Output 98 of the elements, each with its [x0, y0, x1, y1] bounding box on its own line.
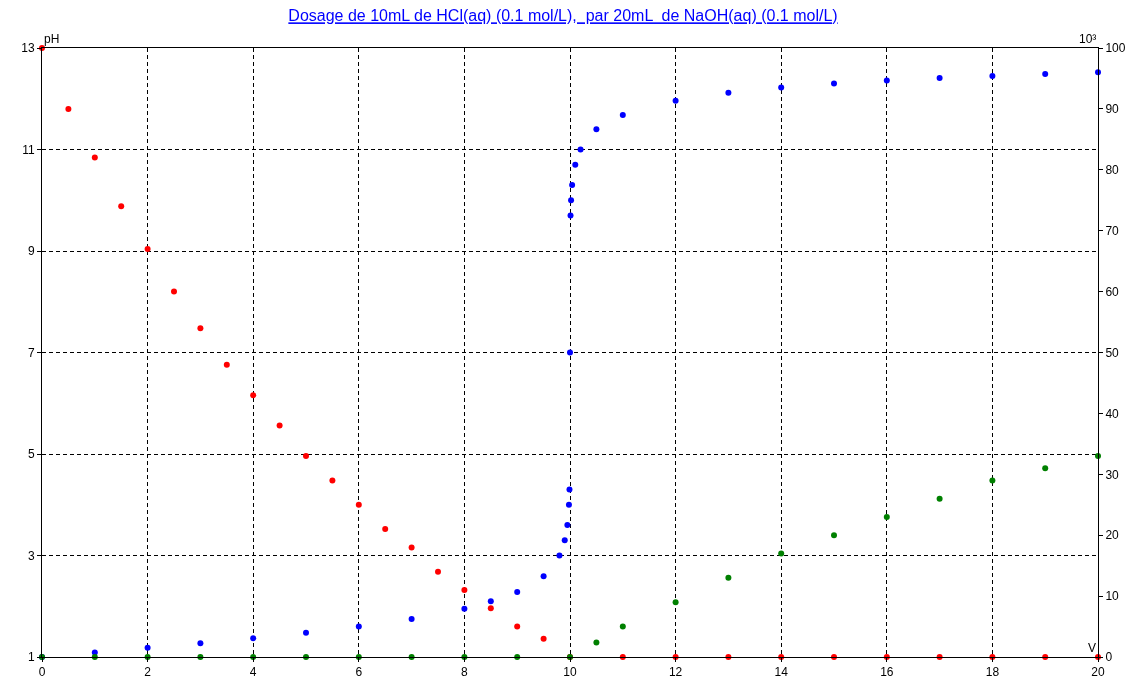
y2-tick-label: 80 — [1105, 163, 1120, 177]
point — [672, 599, 679, 606]
point — [593, 639, 600, 646]
point — [171, 288, 177, 295]
y-tick-label: 7 — [27, 345, 35, 360]
point — [144, 245, 151, 252]
point — [382, 526, 389, 533]
y-tick-label: 3 — [27, 548, 35, 563]
y-tick-label: 13 — [21, 41, 35, 56]
point — [276, 422, 283, 429]
point — [250, 635, 257, 642]
point — [883, 513, 890, 520]
point — [197, 640, 204, 647]
point — [831, 80, 837, 87]
y2-axis-title: 10³ — [1079, 32, 1097, 46]
point — [569, 182, 576, 189]
x-tick-label: 2 — [144, 665, 152, 677]
y2-tick-label: 10 — [1105, 589, 1120, 604]
point — [487, 605, 494, 612]
x-tick-label: 14 — [774, 665, 789, 677]
point — [572, 161, 579, 168]
point — [91, 154, 98, 161]
y2-tick-label: 90 — [1105, 102, 1120, 117]
point — [883, 77, 890, 84]
point — [118, 203, 125, 210]
x-tick-label: 8 — [461, 665, 469, 677]
x-tick-label: 20 — [1091, 665, 1105, 677]
y-axis-title: pH — [44, 32, 60, 46]
point — [540, 635, 547, 642]
point — [567, 349, 573, 356]
x-tick-label: 12 — [668, 665, 683, 677]
x-tick-label: 18 — [985, 665, 1000, 677]
point — [514, 623, 521, 630]
point — [408, 544, 415, 551]
point — [725, 574, 732, 581]
x-tick-label: 0 — [38, 665, 46, 677]
point — [1042, 70, 1049, 77]
y2-tick-label: 40 — [1105, 406, 1120, 421]
point — [556, 552, 563, 559]
point — [329, 477, 336, 484]
point — [408, 615, 415, 622]
x-tick-label: 6 — [355, 665, 363, 677]
point — [936, 74, 943, 81]
point — [1095, 453, 1101, 460]
point — [461, 587, 468, 594]
point — [989, 72, 996, 79]
point — [831, 532, 837, 539]
y2-tick-label: 30 — [1105, 467, 1120, 482]
point — [1042, 654, 1049, 660]
y2-tick-label: 20 — [1105, 528, 1120, 543]
point — [355, 623, 362, 630]
point — [831, 654, 837, 660]
point — [778, 84, 785, 91]
point — [564, 522, 571, 529]
point — [303, 654, 309, 660]
point — [144, 644, 151, 651]
point — [725, 89, 732, 96]
x-tick-label: 10 — [563, 665, 577, 677]
point — [1042, 465, 1049, 472]
y2-tick-label: 100 — [1105, 41, 1126, 56]
point — [514, 654, 521, 660]
y2-tick-label: 50 — [1105, 345, 1120, 360]
point — [223, 361, 230, 368]
point — [561, 537, 568, 544]
point — [514, 589, 521, 596]
point — [540, 573, 547, 580]
y-tick-label: 11 — [22, 142, 35, 157]
point — [619, 111, 626, 118]
y2-tick-label: 60 — [1105, 284, 1120, 299]
x-axis-title: V — [1088, 641, 1097, 655]
x-tick-label: 16 — [880, 665, 894, 677]
point — [577, 146, 584, 153]
point — [487, 598, 494, 605]
point — [672, 97, 679, 104]
point — [568, 197, 575, 204]
point — [197, 325, 204, 332]
chart-title: Dosage de 10mL de HCl(aq) (0.1 mol/L), par 20mL de NaOH(aq) (0.1 mol/L) — [288, 7, 838, 25]
y-tick-label: 9 — [27, 244, 35, 259]
point — [435, 568, 441, 575]
point — [936, 495, 943, 502]
point — [619, 623, 626, 630]
y-tick-label: 1 — [27, 650, 35, 665]
point — [250, 392, 257, 399]
point — [565, 501, 572, 508]
y2-tick-label: 0 — [1105, 650, 1113, 665]
point — [566, 486, 573, 493]
y-tick-label: 5 — [27, 447, 35, 462]
x-tick-label: 4 — [249, 665, 257, 677]
point — [461, 605, 468, 612]
point — [989, 477, 996, 484]
point — [65, 105, 72, 112]
point — [303, 453, 309, 460]
point — [355, 501, 362, 508]
point — [567, 212, 574, 219]
point — [778, 550, 785, 557]
y2-tick-label: 70 — [1105, 223, 1120, 238]
point — [303, 629, 309, 636]
point — [593, 126, 600, 133]
